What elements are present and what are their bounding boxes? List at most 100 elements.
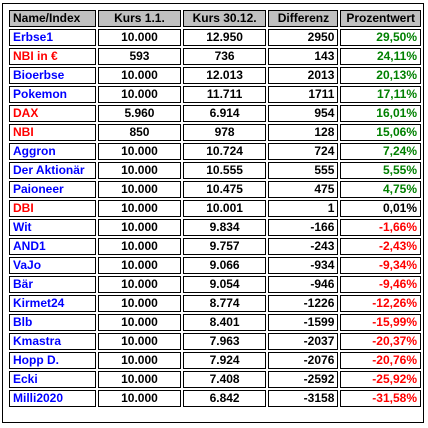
cell-name: Aggron (9, 143, 97, 160)
cell-prozentwert: -1,66% (340, 219, 421, 236)
table-row: Aggron 10.000 10.724 724 7,24% (9, 143, 421, 160)
cell-kurs-end: 7.408 (182, 371, 267, 388)
table-row: DBI 10.000 10.001 1 0,01% (9, 200, 421, 217)
cell-kurs-end: 9.757 (182, 238, 267, 255)
cell-differenz: 555 (268, 162, 339, 179)
cell-name: Kmastra (9, 333, 97, 350)
cell-differenz: -1599 (268, 314, 339, 331)
table-row: Ecki 10.000 7.408 -2592 -25,92% (9, 371, 421, 388)
cell-prozentwert: -9,34% (340, 257, 421, 274)
table-row: Pokemon 10.000 11.711 1711 17,11% (9, 86, 421, 103)
table-row: VaJo 10.000 9.066 -934 -9,34% (9, 257, 421, 274)
cell-kurs-end: 10.475 (182, 181, 267, 198)
cell-name: AND1 (9, 238, 97, 255)
cell-kurs-start: 10.000 (98, 276, 181, 293)
cell-prozentwert: -12,26% (340, 295, 421, 312)
cell-name: Der Aktionär (9, 162, 97, 179)
cell-name: DAX (9, 105, 97, 122)
cell-differenz: -2076 (268, 352, 339, 369)
cell-prozentwert: 16,01% (340, 105, 421, 122)
table-frame: Name/Index Kurs 1.1. Kurs 30.12. Differe… (2, 3, 424, 423)
table-row: Milli2020 10.000 6.842 -3158 -31,58% (9, 390, 421, 407)
cell-prozentwert: 20,13% (340, 67, 421, 84)
cell-name: Pokemon (9, 86, 97, 103)
cell-differenz: 128 (268, 124, 339, 141)
cell-kurs-start: 10.000 (98, 86, 181, 103)
cell-name: Wit (9, 219, 97, 236)
cell-differenz: -3158 (268, 390, 339, 407)
table-row: Bioerbse 10.000 12.013 2013 20,13% (9, 67, 421, 84)
cell-kurs-end: 8.401 (182, 314, 267, 331)
cell-differenz: 2950 (268, 29, 339, 46)
cell-prozentwert: -20,37% (340, 333, 421, 350)
cell-kurs-end: 8.774 (182, 295, 267, 312)
cell-kurs-start: 850 (98, 124, 181, 141)
cell-differenz: -946 (268, 276, 339, 293)
cell-kurs-start: 10.000 (98, 143, 181, 160)
cell-differenz: 724 (268, 143, 339, 160)
header-prozentwert: Prozentwert (340, 10, 421, 27)
table-row: NBI 850 978 128 15,06% (9, 124, 421, 141)
cell-differenz: -2037 (268, 333, 339, 350)
cell-differenz: -1226 (268, 295, 339, 312)
table-body: Erbse1 10.000 12.950 2950 29,50% NBI in €593 7… (9, 29, 421, 407)
cell-kurs-end: 12.950 (182, 29, 267, 46)
cell-prozentwert: 7,24% (340, 143, 421, 160)
cell-kurs-end: 10.724 (182, 143, 267, 160)
cell-kurs-start: 10.000 (98, 29, 181, 46)
header-kurs-start: Kurs 1.1. (98, 10, 181, 27)
header-name: Name/Index (9, 10, 97, 27)
cell-kurs-end: 9.834 (182, 219, 267, 236)
cell-kurs-start: 10.000 (98, 181, 181, 198)
table-row: Kmastra 10.000 7.963 -2037 -20,37% (9, 333, 421, 350)
cell-kurs-start: 5.960 (98, 105, 181, 122)
cell-differenz: -243 (268, 238, 339, 255)
cell-kurs-start: 10.000 (98, 238, 181, 255)
cell-kurs-start: 10.000 (98, 219, 181, 236)
cell-kurs-end: 9.066 (182, 257, 267, 274)
cell-name: VaJo (9, 257, 97, 274)
cell-prozentwert: -2,43% (340, 238, 421, 255)
cell-kurs-start: 10.000 (98, 314, 181, 331)
cell-kurs-start: 10.000 (98, 67, 181, 84)
cell-kurs-start: 10.000 (98, 200, 181, 217)
cell-differenz: 1 (268, 200, 339, 217)
cell-kurs-end: 11.711 (182, 86, 267, 103)
cell-kurs-start: 10.000 (98, 352, 181, 369)
cell-name: Paioneer (9, 181, 97, 198)
cell-prozentwert: 24,11% (340, 48, 421, 65)
cell-differenz: -2592 (268, 371, 339, 388)
table-row: Kirmet24 10.000 8.774 -1226 -12,26% (9, 295, 421, 312)
cell-prozentwert: -15,99% (340, 314, 421, 331)
cell-prozentwert: -20,76% (340, 352, 421, 369)
cell-prozentwert: -31,58% (340, 390, 421, 407)
cell-kurs-end: 12.013 (182, 67, 267, 84)
cell-name: Bioerbse (9, 67, 97, 84)
table-row: AND1 10.000 9.757 -243 -2,43% (9, 238, 421, 255)
cell-kurs-start: 10.000 (98, 162, 181, 179)
cell-differenz: 1711 (268, 86, 339, 103)
cell-differenz: 954 (268, 105, 339, 122)
table-row: DAX 5.960 6.914 954 16,01% (9, 105, 421, 122)
cell-prozentwert: 29,50% (340, 29, 421, 46)
cell-name: Milli2020 (9, 390, 97, 407)
cell-prozentwert: 17,11% (340, 86, 421, 103)
cell-name: NBI in € (9, 48, 97, 65)
table-row: Hopp D. 10.000 7.924 -2076 -20,76% (9, 352, 421, 369)
cell-kurs-start: 593 (98, 48, 181, 65)
cell-kurs-end: 10.555 (182, 162, 267, 179)
cell-differenz: -934 (268, 257, 339, 274)
header-differenz: Differenz (268, 10, 339, 27)
table-row: Erbse1 10.000 12.950 2950 29,50% (9, 29, 421, 46)
cell-kurs-end: 9.054 (182, 276, 267, 293)
table-row: Der Aktionär 10.000 10.555 555 5,55% (9, 162, 421, 179)
cell-differenz: -166 (268, 219, 339, 236)
cell-name: Kirmet24 (9, 295, 97, 312)
cell-differenz: 143 (268, 48, 339, 65)
cell-kurs-start: 10.000 (98, 257, 181, 274)
cell-prozentwert: 0,01% (340, 200, 421, 217)
table-row: Bär 10.000 9.054 -946 -9,46% (9, 276, 421, 293)
cell-prozentwert: 5,55% (340, 162, 421, 179)
cell-name: Blb (9, 314, 97, 331)
cell-prozentwert: 4,75% (340, 181, 421, 198)
